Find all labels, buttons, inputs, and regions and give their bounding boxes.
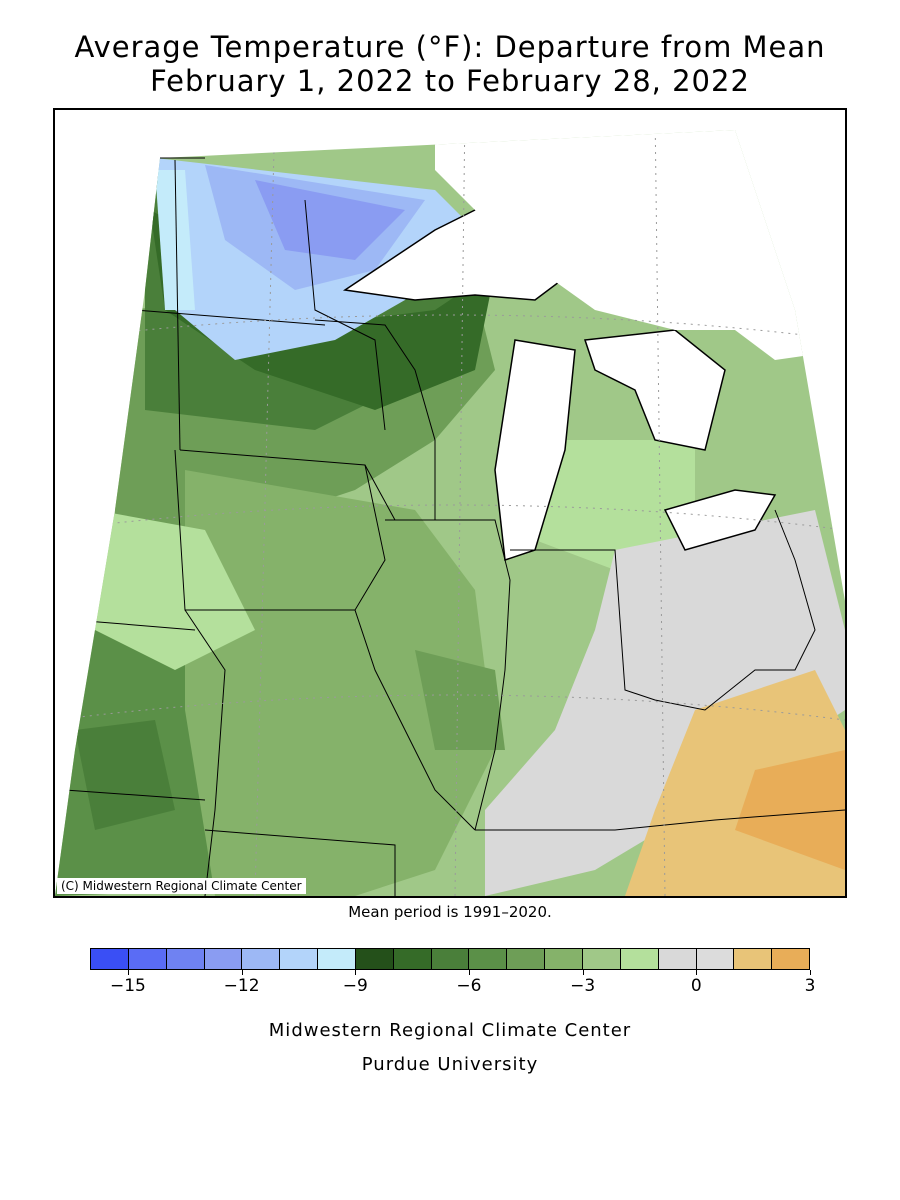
legend-swatch [318,949,356,969]
legend-swatch [696,949,735,969]
legend-color-bar [90,948,810,970]
map-subtitle: February 1, 2022 to February 28, 2022 [150,64,750,98]
legend-swatch [658,949,697,969]
legend-swatch [431,949,470,969]
legend-tick-label: −9 [342,976,368,996]
legend-swatch [242,949,281,969]
legend-swatch [734,949,773,969]
color-legend: −15 −12 −9 −6 −3 0 3 [90,948,815,996]
legend-swatch [393,949,432,969]
legend-tick-label: −15 [109,976,146,996]
legend-swatch [280,949,319,969]
legend-tick-mark [127,970,129,975]
legend-tick-mark [468,970,470,975]
legend-swatch [204,949,243,969]
copyright-label: (C) Midwestern Regional Climate Center [57,878,306,894]
legend-tick-mark [355,970,357,975]
legend-swatch [355,949,394,969]
legend-swatch [507,949,546,969]
legend-tick-label: 0 [690,976,702,996]
footer-university: Purdue University [361,1054,539,1075]
legend-swatch [166,949,205,969]
legend-swatch [128,949,167,969]
legend-tick-mark [241,970,243,975]
footer-organization: Midwestern Regional Climate Center [268,1020,632,1041]
legend-tick-mark [810,970,811,975]
legend-swatch [545,949,583,969]
legend-swatch [91,949,129,969]
temperature-departure-map [55,110,845,896]
mean-period-note: Mean period is 1991–2020. [348,903,552,921]
map-frame: (C) Midwestern Regional Climate Center [53,108,847,898]
legend-tick-label: −12 [223,976,260,996]
legend-tick-mark [696,970,698,975]
legend-swatch [582,949,621,969]
legend-tick-label: −6 [456,976,482,996]
legend-swatch [469,949,508,969]
legend-swatch [620,949,659,969]
legend-tick-mark [582,970,584,975]
map-title: Average Temperature (°F): Departure from… [74,30,826,64]
legend-tick-label: −3 [570,976,596,996]
legend-tick-label: 3 [804,976,816,996]
legend-swatch [772,949,810,969]
